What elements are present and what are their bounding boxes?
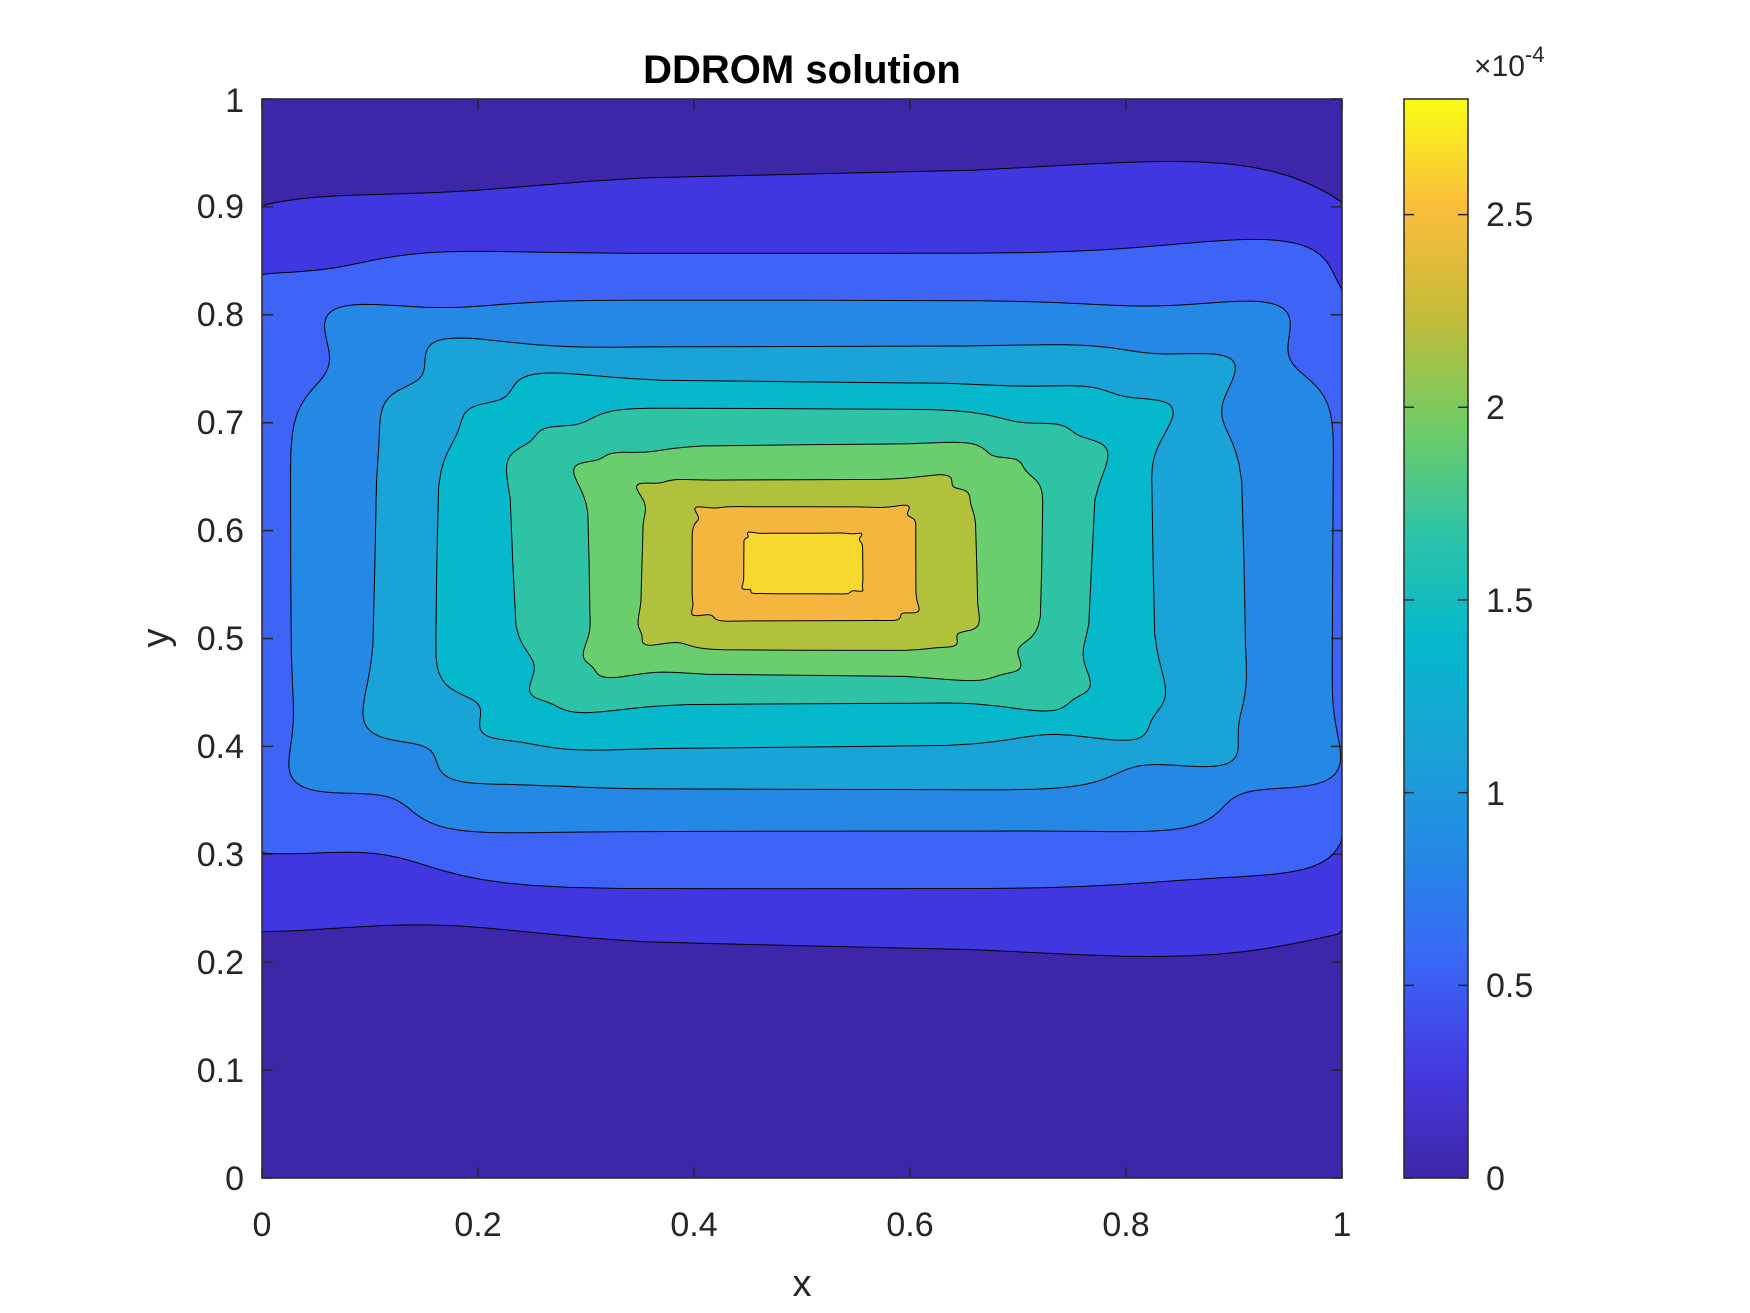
colorbar: 0 0.5 1 1.5 2 2.5 ×10-4 xyxy=(1403,42,1544,1198)
axis-ticks xyxy=(261,98,1343,1179)
x-tick-label: 0 xyxy=(253,1206,272,1244)
y-tick-label: 0.6 xyxy=(197,512,244,550)
contour-fills xyxy=(262,160,1342,958)
y-tick-label: 0.5 xyxy=(197,620,244,658)
x-tick-label: 0.4 xyxy=(670,1206,717,1244)
colorbar-tick-label: 2 xyxy=(1486,389,1505,427)
colorbar-tick-label: 2.5 xyxy=(1486,196,1533,234)
x-tick-label: 0.6 xyxy=(886,1206,933,1244)
x-axis-label: x xyxy=(793,1263,812,1305)
y-tick-label: 0.3 xyxy=(197,836,244,874)
colorbar-tick-label: 0.5 xyxy=(1486,967,1533,1005)
x-tick-labels: 0 0.2 0.4 0.6 0.8 1 xyxy=(253,1206,1352,1244)
y-tick-label: 0.2 xyxy=(197,944,244,982)
y-tick-label: 0.8 xyxy=(197,296,244,334)
colorbar-tick-label: 1 xyxy=(1486,775,1505,813)
colorbar-bar xyxy=(1403,98,1469,1179)
x-tick-label: 1 xyxy=(1333,1206,1352,1244)
y-tick-labels: 0 0.1 0.2 0.3 0.4 0.5 0.6 0.7 0.8 0.9 1 xyxy=(197,82,244,1198)
colorbar-tick-label: 0 xyxy=(1486,1160,1505,1198)
colorbar-exponent-power: -4 xyxy=(1525,42,1545,67)
colorbar-ticks xyxy=(1404,213,1468,1179)
y-tick-label: 0.1 xyxy=(197,1052,244,1090)
colorbar-exponent: ×10-4 xyxy=(1474,42,1544,83)
x-tick-label: 0.8 xyxy=(1102,1206,1149,1244)
contour-band xyxy=(741,531,864,595)
x-tick-label: 0.2 xyxy=(454,1206,501,1244)
y-tick-label: 0 xyxy=(225,1160,244,1198)
chart-title: DDROM solution xyxy=(643,48,961,92)
y-tick-label: 0.7 xyxy=(197,404,244,442)
y-tick-label: 0.4 xyxy=(197,728,244,766)
y-axis-label: y xyxy=(135,629,177,648)
y-tick-label: 0.9 xyxy=(197,188,244,226)
y-tick-label: 1 xyxy=(225,82,244,120)
colorbar-tick-label: 1.5 xyxy=(1486,582,1533,620)
